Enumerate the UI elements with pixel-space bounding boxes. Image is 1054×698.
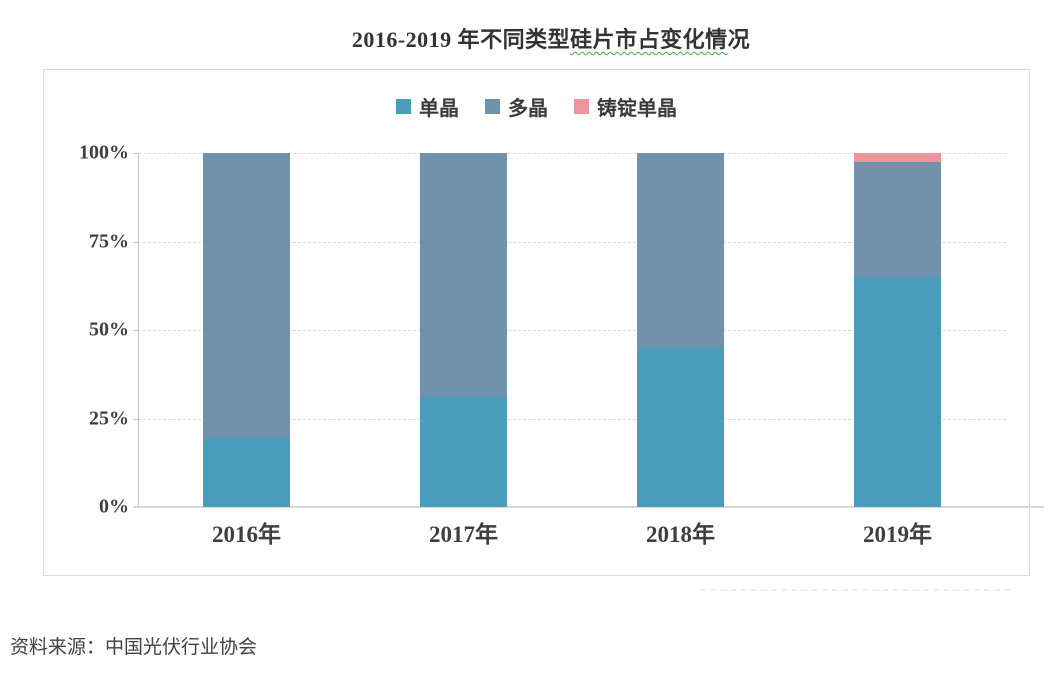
legend-swatch-multi xyxy=(485,99,500,114)
gridline-75 xyxy=(138,241,1006,243)
y-axis-tick xyxy=(133,241,138,243)
bar-segment-多晶-2019年 xyxy=(854,161,941,277)
bar-segment-单晶-2019年 xyxy=(854,276,941,507)
chart-title: 2016-2019 年不同类型硅片市占变化情况 xyxy=(0,22,1054,54)
chart-title-text: 2016-2019 年不同类型 xyxy=(351,27,571,52)
x-axis-baseline xyxy=(133,506,1044,508)
y-axis-line xyxy=(138,153,139,507)
gridline-100 xyxy=(138,153,1006,154)
x-axis-label-2019年: 2019年 xyxy=(863,522,932,547)
chart-title-underlined-text: 硅片市占变化情 xyxy=(570,27,728,52)
bar-segment-多晶-2018年 xyxy=(637,153,724,348)
legend-item-mono: 单晶 xyxy=(396,92,459,121)
legend-label-multi: 多晶 xyxy=(508,98,548,120)
x-axis-label-2017年: 2017年 xyxy=(429,522,498,547)
legend-label-cast-mono: 铸锭单晶 xyxy=(597,98,677,120)
x-axis-label-2016年: 2016年 xyxy=(212,522,281,547)
gridline-25 xyxy=(138,418,1006,420)
legend-swatch-cast-mono xyxy=(574,99,589,114)
legend-item-multi: 多晶 xyxy=(485,92,548,121)
bar-segment-铸锭单晶-2019年 xyxy=(854,153,941,162)
plot-area: 2016年 2017年 2018年 2019年 xyxy=(133,153,1044,547)
x-axis-label-2018年: 2018年 xyxy=(646,522,715,547)
y-axis-label-100: 100% xyxy=(79,141,129,164)
scan-artifact-dashes xyxy=(700,589,1010,591)
y-axis-tick xyxy=(133,330,138,331)
y-axis-label-75: 75% xyxy=(89,230,129,252)
bar-segment-单晶-2016年 xyxy=(203,437,290,507)
chart-legend: 单晶 多晶 铸锭单晶 xyxy=(44,92,1029,121)
legend-label-mono: 单晶 xyxy=(419,98,459,120)
bar-segment-多晶-2016年 xyxy=(203,153,290,438)
y-axis-tick xyxy=(133,418,138,420)
chart-title-text-end: 况 xyxy=(727,27,751,52)
y-axis-label-25: 25% xyxy=(89,407,129,429)
y-axis-tick xyxy=(133,153,138,154)
bar-segment-单晶-2018年 xyxy=(637,347,724,507)
chart-panel: 单晶 多晶 铸锭单晶 100% 75% 50% 25% 0% 2016年 2017… xyxy=(43,69,1044,576)
y-axis-labels: 100% 75% 50% 25% 0% xyxy=(44,142,129,518)
bar-segment-单晶-2017年 xyxy=(420,397,507,507)
y-axis-label-0: 0% xyxy=(99,495,129,518)
source-note: 资料来源：中国光伏行业协会 xyxy=(10,637,258,658)
legend-swatch-mono xyxy=(396,99,411,114)
y-axis-label-50: 50% xyxy=(89,318,129,341)
legend-item-cast-mono: 铸锭单晶 xyxy=(574,92,677,121)
gridline-50 xyxy=(138,330,1006,331)
bar-segment-多晶-2017年 xyxy=(420,153,507,398)
